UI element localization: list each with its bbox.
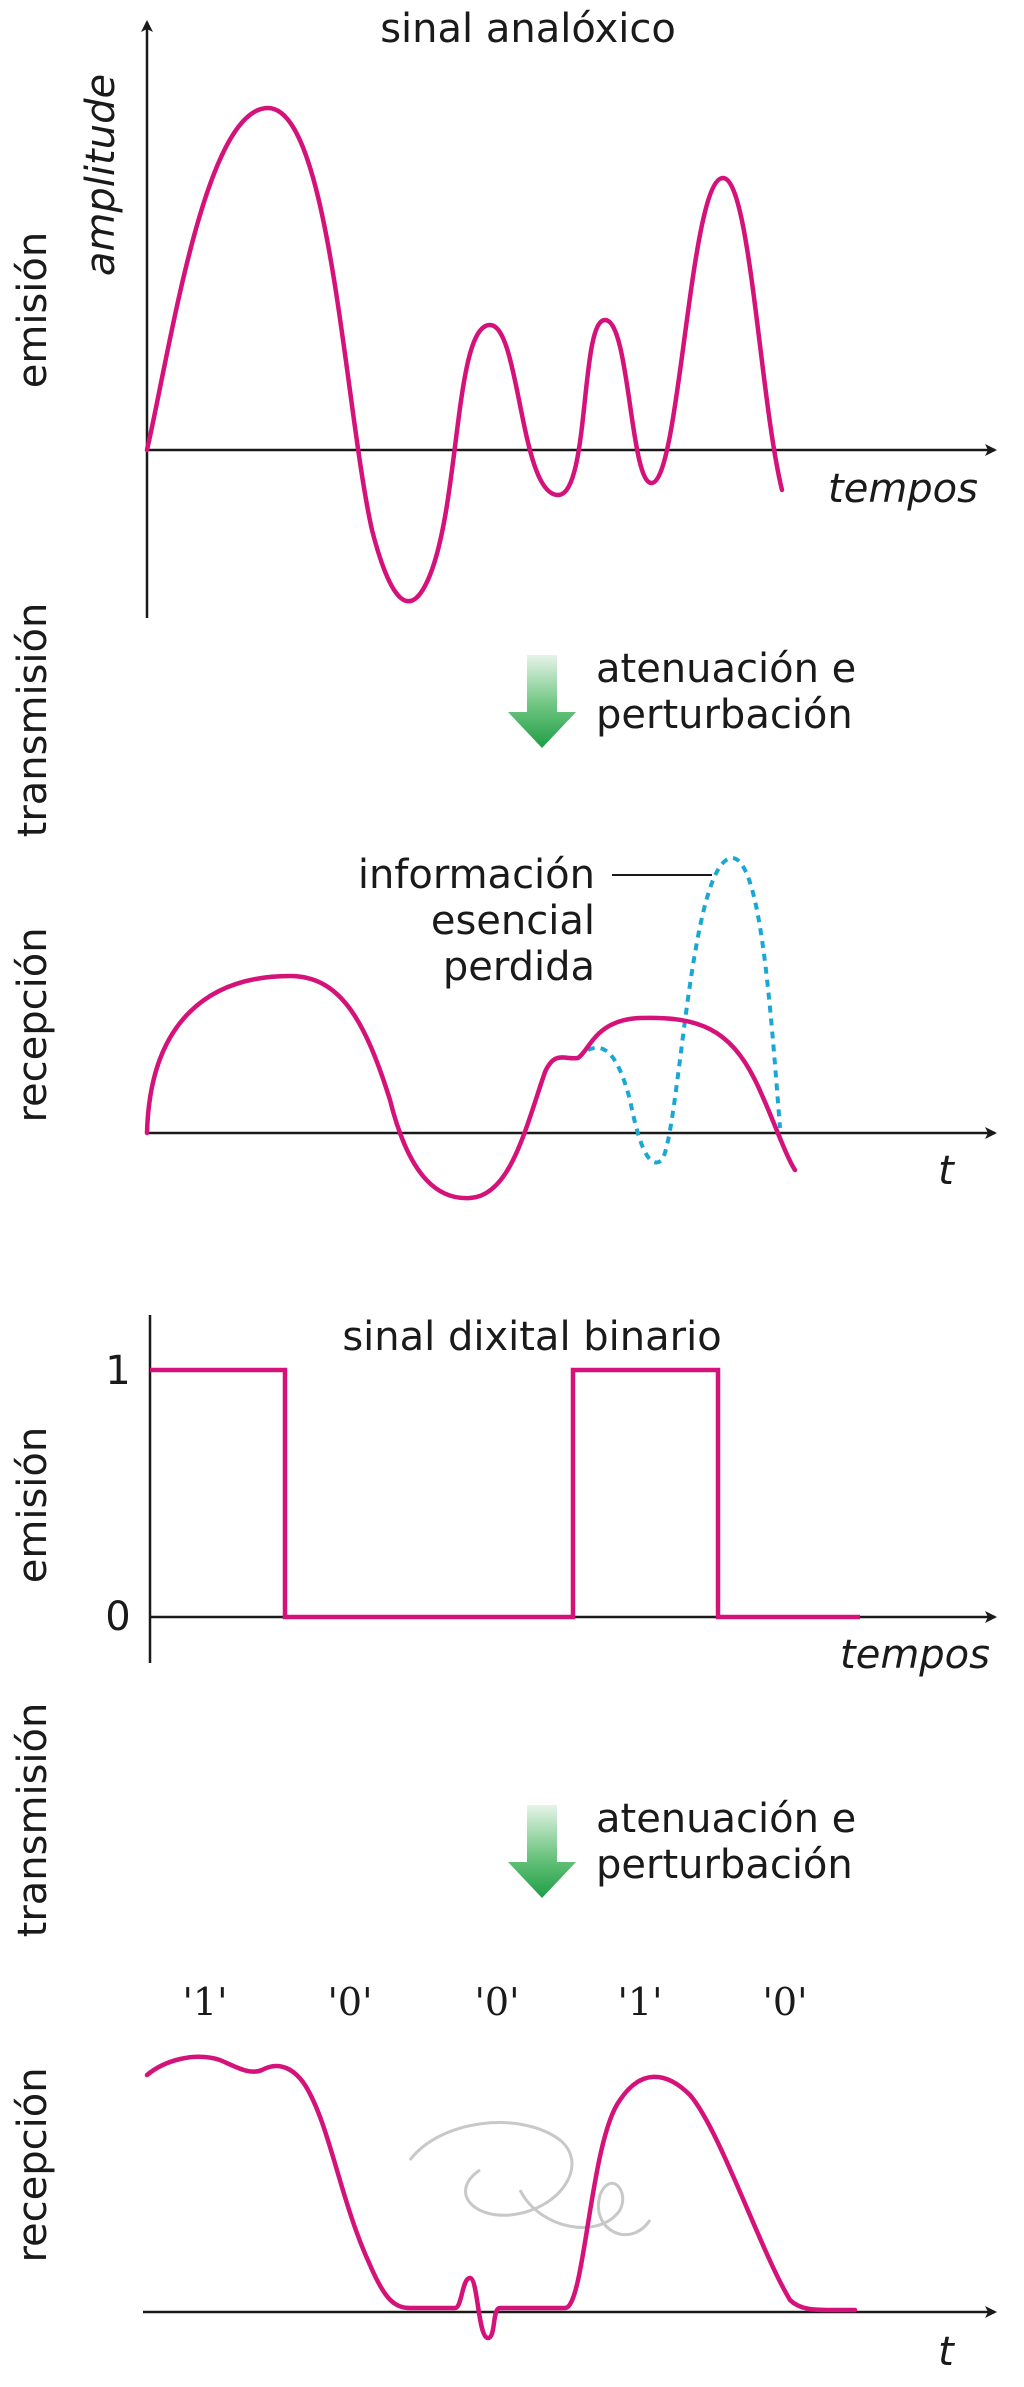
- lost-info-label-line2: esencial: [431, 898, 595, 944]
- digital-title: sinal dixital binario: [342, 1314, 721, 1360]
- digital-arrow-icon: [508, 1805, 576, 1898]
- analog-received-signal: [144, 973, 798, 1201]
- bit-label: '0': [327, 1980, 372, 2024]
- lost-info-label-line3: perdida: [443, 944, 595, 990]
- analog-arrow-icon: [508, 655, 576, 748]
- analog-emitted-signal: [144, 105, 785, 604]
- analog-x-axis-label: tempos: [828, 466, 978, 512]
- analog-title: sinal analóxico: [380, 6, 676, 52]
- analog-arrow-caption-line1: atenuación e: [596, 646, 856, 692]
- digital-arrow-caption-line1: atenuación e: [596, 1796, 856, 1842]
- bit-label: '1': [182, 1980, 227, 2024]
- analog-reception-stage-label: recepción: [10, 927, 56, 1122]
- bit-label: '0': [474, 1980, 519, 2024]
- bit-label: '0': [762, 1980, 807, 2024]
- bit-labels: '1' '0' '0' '1' '0': [182, 1980, 807, 2024]
- analog-emission-stage-label: emisión: [10, 232, 56, 388]
- digital-y-tick-low: 0: [105, 1594, 130, 1640]
- analog-emission-panel: emisión amplitude sinal analóxico tempos: [10, 6, 997, 618]
- lost-info-label-line1: información: [358, 852, 595, 898]
- analog-y-axis-label: amplitude: [78, 74, 124, 276]
- digital-y-tick-high: 1: [105, 1348, 130, 1394]
- digital-received-signal: [144, 2054, 858, 2341]
- analog-transmission-stage-label: transmisión: [10, 603, 56, 838]
- digital-emission-panel: emisión 1 0 sinal dixital binario tempos: [10, 1314, 997, 1678]
- lost-signal-dashed: [587, 855, 782, 1165]
- analog-reception-x-axis-label: t: [938, 1148, 955, 1194]
- digital-transmission-stage-label: transmisión: [10, 1703, 56, 1938]
- bit-label: '1': [617, 1980, 662, 2024]
- digital-x-axis-label: tempos: [840, 1632, 990, 1678]
- digital-reception-stage-label: recepción: [10, 2067, 56, 2262]
- analog-transmission-panel: transmisión atenuación e perturbación: [10, 603, 856, 838]
- digital-arrow-caption-line2: perturbación: [596, 1842, 853, 1888]
- watermark-flourish: [408, 2121, 652, 2237]
- digital-reception-panel: recepción t '1' '0' '0' '1' '0': [10, 1980, 997, 2375]
- digital-emitted-signal: [150, 1367, 860, 1620]
- analog-reception-panel: recepción t información esencial perdida: [10, 852, 997, 1201]
- digital-reception-x-axis-label: t: [938, 2329, 955, 2375]
- digital-emission-stage-label: emisión: [10, 1427, 56, 1583]
- analog-arrow-caption-line2: perturbación: [596, 692, 853, 738]
- digital-transmission-panel: transmisión atenuación e perturbación: [10, 1703, 856, 1938]
